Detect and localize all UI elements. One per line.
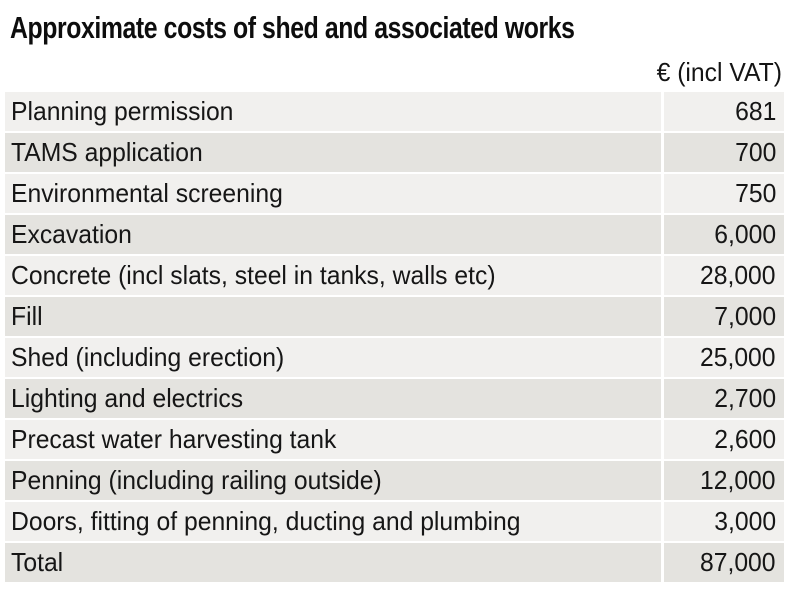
row-value: 3,000 <box>664 502 784 541</box>
table-row: Environmental screening 750 <box>5 174 784 213</box>
table-row: Shed (including erection) 25,000 <box>5 338 784 377</box>
total-value: 87,000 <box>664 543 784 582</box>
row-value-text: 750 <box>734 178 776 208</box>
currency-column-header-text: € (incl VAT) <box>656 57 782 87</box>
row-label: Excavation <box>5 215 661 254</box>
table-row: Concrete (incl slats, steel in tanks, wa… <box>5 256 784 295</box>
row-value-text: 681 <box>734 96 776 126</box>
table-row: Planning permission 681 <box>5 92 784 131</box>
row-label: Planning permission <box>5 92 661 131</box>
row-value: 7,000 <box>664 297 784 336</box>
currency-column-header: € (incl VAT) <box>10 58 782 86</box>
row-label: Penning (including railing outside) <box>5 461 661 500</box>
table-total-row: Total 87,000 <box>5 543 784 582</box>
total-value-text: 87,000 <box>700 547 776 577</box>
total-label: Total <box>5 543 661 582</box>
table-row: Penning (including railing outside) 12,0… <box>5 461 784 500</box>
row-value-text: 2,600 <box>714 424 776 454</box>
row-value: 2,700 <box>664 379 784 418</box>
total-label-text: Total <box>11 547 64 577</box>
row-label: Environmental screening <box>5 174 661 213</box>
table-row: Lighting and electrics 2,700 <box>5 379 784 418</box>
row-label-text: Precast water harvesting tank <box>11 424 337 454</box>
row-label-text: Penning (including railing outside) <box>11 465 382 495</box>
row-label-text: TAMS application <box>11 137 203 167</box>
row-value: 681 <box>664 92 784 131</box>
row-value: 25,000 <box>664 338 784 377</box>
row-value-text: 700 <box>734 137 776 167</box>
row-label-text: Lighting and electrics <box>11 383 244 413</box>
row-value: 28,000 <box>664 256 784 295</box>
row-label-text: Planning permission <box>11 96 234 126</box>
table-row: Precast water harvesting tank 2,600 <box>5 420 784 459</box>
row-label-text: Concrete (incl slats, steel in tanks, wa… <box>11 260 496 290</box>
table-row: Fill 7,000 <box>5 297 784 336</box>
row-value-text: 25,000 <box>700 342 776 372</box>
row-value: 700 <box>664 133 784 172</box>
row-label-text: Doors, fitting of penning, ducting and p… <box>11 506 521 536</box>
row-label-text: Shed (including erection) <box>11 342 285 372</box>
row-label: Fill <box>5 297 661 336</box>
row-value: 2,600 <box>664 420 784 459</box>
row-value-text: 12,000 <box>700 465 776 495</box>
row-label-text: Environmental screening <box>11 178 283 208</box>
row-value-text: 7,000 <box>714 301 776 331</box>
page-title: Approximate costs of shed and associated… <box>10 10 575 45</box>
row-value-text: 3,000 <box>714 506 776 536</box>
table-row: Excavation 6,000 <box>5 215 784 254</box>
row-value: 750 <box>664 174 784 213</box>
row-value-text: 2,700 <box>714 383 776 413</box>
row-value-text: 28,000 <box>700 260 776 290</box>
row-label-text: Excavation <box>11 219 132 249</box>
row-label-text: Fill <box>11 301 43 331</box>
row-label: Shed (including erection) <box>5 338 661 377</box>
cost-table: Planning permission 681 TAMS application… <box>5 92 784 582</box>
table-row: TAMS application 700 <box>5 133 784 172</box>
row-label: Concrete (incl slats, steel in tanks, wa… <box>5 256 661 295</box>
row-value-text: 6,000 <box>714 219 776 249</box>
row-value: 12,000 <box>664 461 784 500</box>
row-label: TAMS application <box>5 133 661 172</box>
row-label: Doors, fitting of penning, ducting and p… <box>5 502 661 541</box>
row-label: Precast water harvesting tank <box>5 420 661 459</box>
cost-table-graphic: Approximate costs of shed and associated… <box>0 12 790 592</box>
row-value: 6,000 <box>664 215 784 254</box>
row-label: Lighting and electrics <box>5 379 661 418</box>
table-row: Doors, fitting of penning, ducting and p… <box>5 502 784 541</box>
